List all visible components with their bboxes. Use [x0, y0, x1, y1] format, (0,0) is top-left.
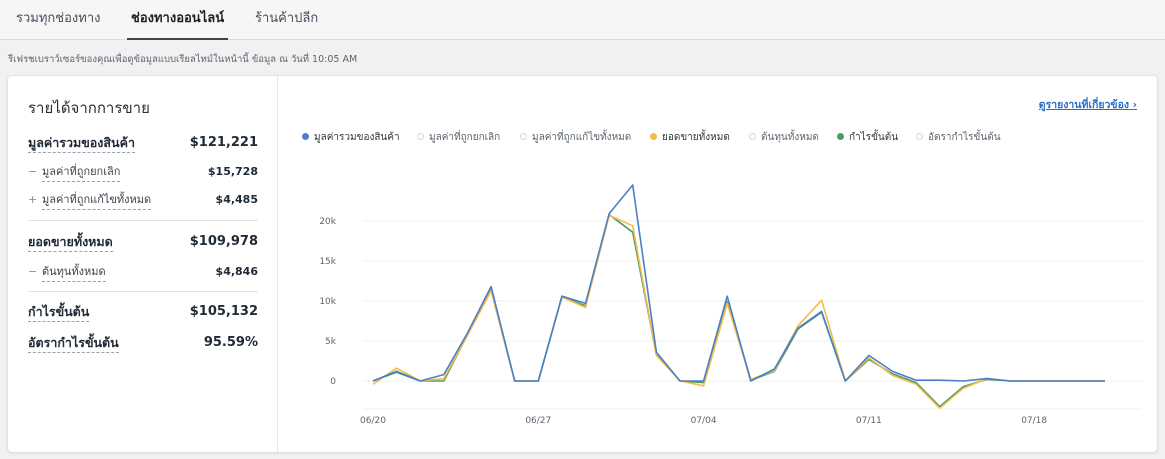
- x-tick-label: 06/27: [525, 416, 551, 426]
- total-sales-label[interactable]: ยอดขายทั้งหมด: [28, 233, 113, 252]
- legend-label: กำไรขั้นต้น: [849, 132, 899, 143]
- legend-label: มูลค่ารวมของสินค้า: [314, 132, 400, 143]
- y-tick-label: 5k: [325, 337, 337, 347]
- divider: [28, 220, 258, 221]
- legend-cost[interactable]: ต้นทุนทั้งหมด: [745, 126, 825, 150]
- legend-label: ต้นทุนทั้งหมด: [761, 132, 819, 143]
- x-tick-label: 06/20: [360, 416, 386, 426]
- summary-title: รายได้จากการขาย: [28, 99, 150, 117]
- refresh-note: รีเฟรชเบราว์เซอร์ของคุณเพื่อดูข้อมูลแบบเ…: [8, 54, 358, 65]
- legend-dot: [302, 132, 309, 140]
- gross-sales-row: มูลค่ารวมของสินค้า $121,221: [28, 134, 258, 154]
- legend-gross-sales[interactable]: มูลค่ารวมของสินค้า: [298, 126, 406, 150]
- gross-profit-value: $105,132: [189, 304, 258, 319]
- legend-label: ยอดขายทั้งหมด: [662, 132, 730, 143]
- edited-value: $4,485: [215, 193, 258, 206]
- legend-gross-profit[interactable]: กำไรขั้นต้น: [833, 126, 904, 150]
- channel-tabs: รวมทุกช่องทาง ช่องทางออนไลน์ ร้านค้าปลีก: [0, 0, 1165, 40]
- x-tick-label: 07/04: [691, 416, 717, 426]
- legend-margin[interactable]: อัตรากำไรขั้นต้น: [912, 126, 1007, 150]
- cost-value: $4,846: [215, 265, 258, 278]
- legend-dot: [650, 132, 657, 140]
- margin-value: 95.59%: [203, 335, 258, 350]
- tab-online-channel[interactable]: ช่องทางออนไลน์: [127, 0, 229, 40]
- legend-label: มูลค่าที่ถูกยกเลิก: [429, 132, 501, 143]
- legend-label: มูลค่าที่ถูกแก้ไขทั้งหมด: [532, 132, 632, 143]
- plus-sign: +: [28, 193, 38, 206]
- cancelled-value: $15,728: [207, 165, 258, 178]
- y-tick-label: 0: [330, 377, 336, 387]
- margin-label[interactable]: อัตรากำไรขั้นต้น: [28, 334, 119, 353]
- gross-profit-label[interactable]: กำไรขั้นต้น: [28, 303, 90, 322]
- legend-edited[interactable]: มูลค่าที่ถูกแก้ไขทั้งหมด: [516, 126, 637, 150]
- gross-sales-label[interactable]: มูลค่ารวมของสินค้า: [28, 134, 135, 153]
- legend-cancelled[interactable]: มูลค่าที่ถูกยกเลิก: [413, 126, 506, 150]
- margin-row: อัตรากำไรขั้นต้น 95.59%: [28, 334, 258, 354]
- total-sales-row: ยอดขายทั้งหมด $109,978: [28, 233, 258, 253]
- sales-line-chart: 0 5k 10k 15k 20k 06/20 06/27 07/04 07/11 07/18: [319, 184, 1142, 426]
- summary-panel: รายได้จากการขาย มูลค่ารวมของสินค้า $121,…: [8, 76, 278, 452]
- tab-retail-store[interactable]: ร้านค้าปลีก: [255, 11, 319, 26]
- total-sales-value: $109,978: [189, 234, 258, 249]
- edited-label[interactable]: มูลค่าที่ถูกแก้ไขทั้งหมด: [42, 191, 152, 210]
- legend-dot: [916, 132, 923, 140]
- legend-dot: [520, 132, 527, 140]
- cost-label[interactable]: ต้นทุนทั้งหมด: [42, 263, 106, 282]
- legend-dot: [749, 132, 756, 140]
- legend-total-sales[interactable]: ยอดขายทั้งหมด: [646, 126, 736, 150]
- cancelled-label[interactable]: มูลค่าที่ถูกยกเลิก: [42, 163, 121, 182]
- x-tick-label: 07/18: [1021, 416, 1047, 426]
- related-report-link[interactable]: ดูรายงานที่เกี่ยวข้อง ›: [1038, 99, 1137, 111]
- x-tick-label: 07/11: [856, 416, 882, 426]
- tab-all-channels[interactable]: รวมทุกช่องทาง: [16, 11, 101, 26]
- divider: [28, 291, 258, 292]
- legend-label: อัตรากำไรขั้นต้น: [928, 132, 1001, 143]
- edited-row: + มูลค่าที่ถูกแก้ไขทั้งหมด $4,485: [28, 191, 258, 211]
- y-tick-label: 15k: [319, 257, 336, 267]
- gross-profit-row: กำไรขั้นต้น $105,132: [28, 303, 258, 323]
- cancelled-row: − มูลค่าที่ถูกยกเลิก $15,728: [28, 163, 258, 183]
- series-line: [372, 213, 1105, 408]
- legend-dot: [417, 132, 424, 140]
- minus-sign: −: [28, 265, 38, 278]
- cost-row: − ต้นทุนทั้งหมด $4,846: [28, 263, 258, 283]
- series-line: [372, 184, 1105, 382]
- minus-sign: −: [28, 165, 38, 178]
- gross-sales-value: $121,221: [189, 135, 258, 150]
- y-tick-label: 20k: [319, 217, 336, 227]
- sales-revenue-card: รายได้จากการขาย มูลค่ารวมของสินค้า $121,…: [8, 76, 1157, 452]
- y-tick-label: 10k: [319, 297, 336, 307]
- legend-dot: [837, 132, 844, 140]
